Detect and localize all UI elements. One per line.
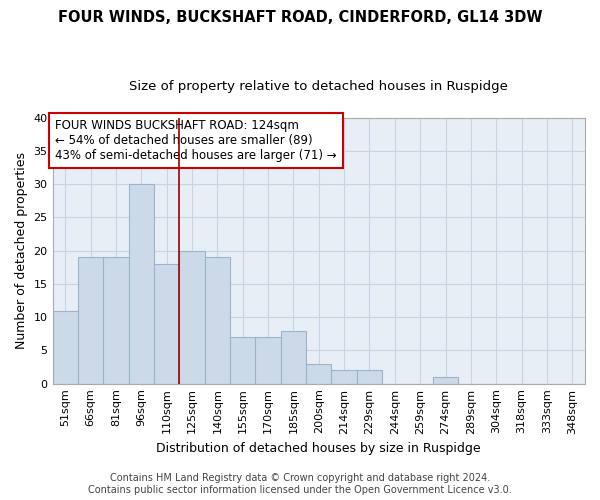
Bar xyxy=(53,310,78,384)
Title: Size of property relative to detached houses in Ruspidge: Size of property relative to detached ho… xyxy=(130,80,508,93)
Bar xyxy=(433,377,458,384)
Bar xyxy=(281,330,306,384)
Bar xyxy=(205,258,230,384)
Bar xyxy=(306,364,331,384)
Bar xyxy=(256,337,281,384)
Bar xyxy=(128,184,154,384)
Bar xyxy=(179,250,205,384)
Bar xyxy=(331,370,357,384)
Bar xyxy=(78,258,103,384)
X-axis label: Distribution of detached houses by size in Ruspidge: Distribution of detached houses by size … xyxy=(157,442,481,455)
Bar xyxy=(154,264,179,384)
Text: Contains HM Land Registry data © Crown copyright and database right 2024.
Contai: Contains HM Land Registry data © Crown c… xyxy=(88,474,512,495)
Bar xyxy=(230,337,256,384)
Y-axis label: Number of detached properties: Number of detached properties xyxy=(15,152,28,349)
Bar xyxy=(103,258,128,384)
Bar xyxy=(357,370,382,384)
Text: FOUR WINDS, BUCKSHAFT ROAD, CINDERFORD, GL14 3DW: FOUR WINDS, BUCKSHAFT ROAD, CINDERFORD, … xyxy=(58,10,542,25)
Text: FOUR WINDS BUCKSHAFT ROAD: 124sqm
← 54% of detached houses are smaller (89)
43% : FOUR WINDS BUCKSHAFT ROAD: 124sqm ← 54% … xyxy=(55,119,337,162)
